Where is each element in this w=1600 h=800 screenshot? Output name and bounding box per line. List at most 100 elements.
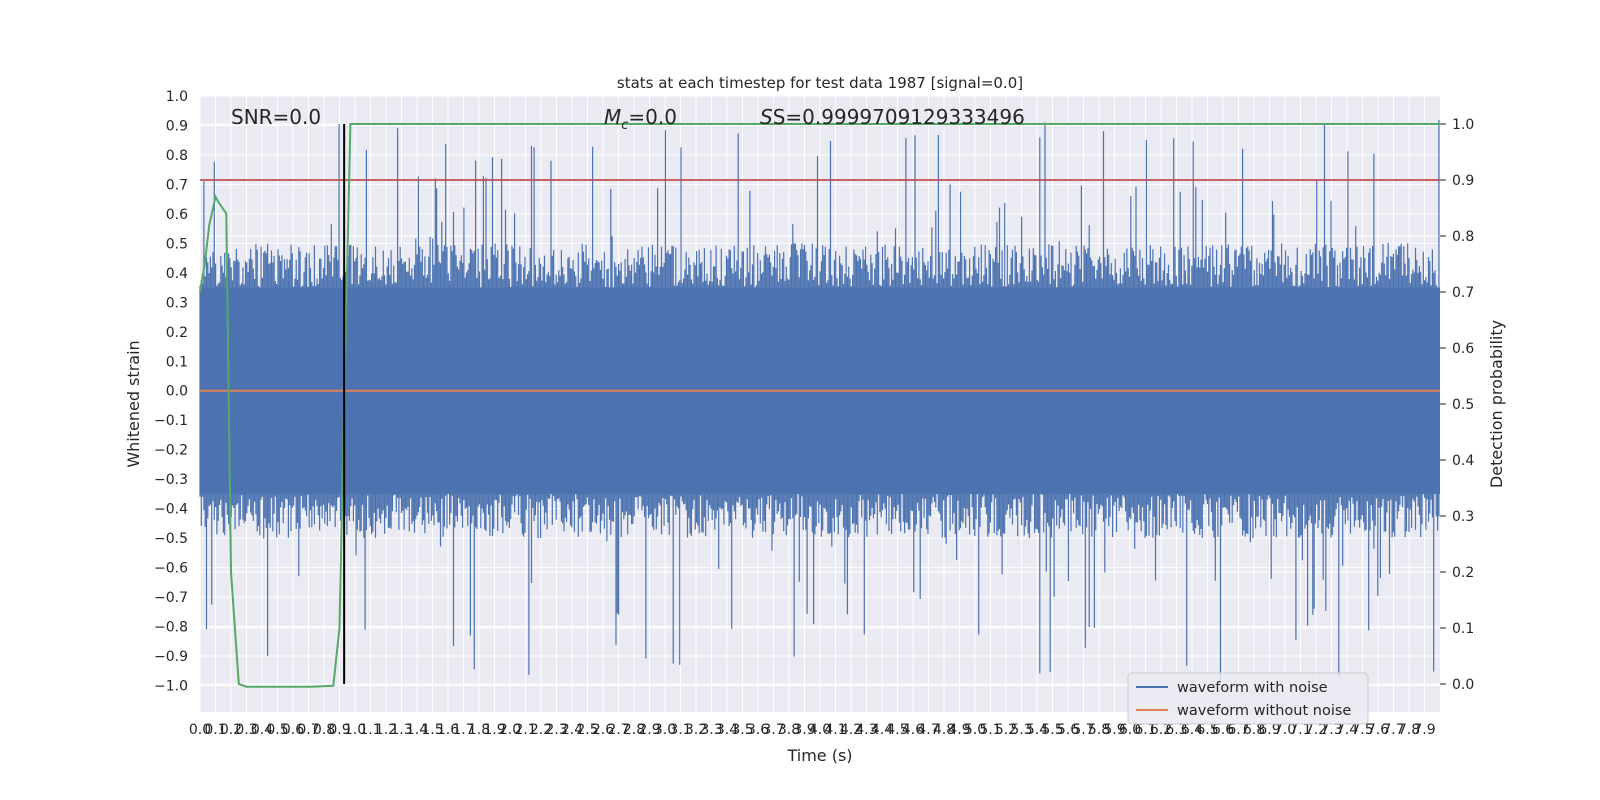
- x-tick-label: 0.5: [266, 722, 288, 738]
- y-tick-label-left: −0.4: [154, 502, 188, 518]
- x-tick-label: 2.1: [514, 722, 536, 738]
- y-tick-label-left: −0.5: [154, 531, 188, 547]
- x-tick-label: 5.8: [1088, 722, 1110, 738]
- x-tick-label: 4.3: [855, 722, 877, 738]
- x-tick-label: 3.9: [793, 722, 815, 738]
- y-tick-label-left: 1.0: [166, 89, 188, 105]
- x-tick-label: 3.2: [685, 722, 707, 738]
- y-tick-label-left: −0.9: [154, 649, 188, 665]
- y-tick-label-right: 0.6: [1452, 341, 1474, 357]
- y-tick-label-left: 0.3: [166, 295, 188, 311]
- x-tick-label: 1.6: [437, 722, 459, 738]
- legend-box: [1127, 672, 1369, 725]
- x-tick-label: 1.4: [406, 722, 428, 738]
- y-tick-label-left: −0.2: [154, 443, 188, 459]
- x-tick-label: 7.1: [1289, 722, 1311, 738]
- x-tick-label: 2.2: [530, 722, 552, 738]
- x-tick-label: 5.4: [1026, 722, 1048, 738]
- x-tick-label: 7.0: [1274, 722, 1296, 738]
- chirp-mass-annotation: Mc=0.0: [604, 105, 677, 133]
- x-tick-label: 4.9: [948, 722, 970, 738]
- y-tick-label-right: 0.1: [1452, 621, 1474, 637]
- y-tick-label-right: 0.0: [1452, 677, 1474, 693]
- y-tick-label-left: 0.5: [166, 236, 188, 252]
- x-tick-label: 4.7: [917, 722, 939, 738]
- y-tick-label-left: −0.3: [154, 472, 188, 488]
- y-tick-label-left: 0.0: [166, 384, 188, 400]
- x-tick-label: 0.7: [297, 722, 319, 738]
- y-axis-label-right: Detection probability: [1487, 320, 1506, 488]
- x-tick-label: 2.5: [576, 722, 598, 738]
- legend-label: waveform with noise: [1177, 680, 1328, 696]
- y-tick-label-right: 0.5: [1452, 397, 1474, 413]
- y-tick-label-left: −0.8: [154, 620, 188, 636]
- x-tick-label: 3.1: [669, 722, 691, 738]
- x-tick-label: 1.5: [421, 722, 443, 738]
- x-tick-label: 1.7: [452, 722, 474, 738]
- y-tick-label-right: 0.2: [1452, 565, 1474, 581]
- x-tick-label: 6.6: [1212, 722, 1234, 738]
- x-tick-label: 4.5: [886, 722, 908, 738]
- x-tick-label: 4.8: [933, 722, 955, 738]
- x-tick-label: 5.1: [979, 722, 1001, 738]
- x-tick-label: 0.8: [313, 722, 335, 738]
- y-tick-label-left: 0.1: [166, 354, 188, 370]
- x-tick-label: 5.2: [995, 722, 1017, 738]
- y-tick-label-left: 0.8: [166, 148, 188, 164]
- x-tick-label: 6.8: [1243, 722, 1265, 738]
- x-axis-label: Time (s): [786, 746, 852, 765]
- x-tick-label: 7.9: [1413, 722, 1435, 738]
- y-tick-label-left: 0.7: [166, 177, 188, 193]
- x-tick-label: 3.3: [700, 722, 722, 738]
- y-tick-label-left: 0.9: [166, 118, 188, 134]
- x-tick-label: 4.6: [902, 722, 924, 738]
- y-tick-label-left: −0.6: [154, 561, 188, 577]
- x-tick-label: 5.5: [1041, 722, 1063, 738]
- x-tick-label: 3.0: [654, 722, 676, 738]
- s-annotation: SS=0.9999709129333496: [760, 105, 1025, 129]
- x-tick-label: 3.7: [762, 722, 784, 738]
- y-tick-label-left: 0.4: [166, 266, 188, 282]
- y-tick-label-right: 0.7: [1452, 285, 1474, 301]
- x-tick-label: 6.5: [1196, 722, 1218, 738]
- y-tick-label-left: −1.0: [154, 678, 188, 694]
- x-tick-label: 1.3: [390, 722, 412, 738]
- x-tick-label: 0.0: [189, 722, 211, 738]
- x-tick-label: 2.6: [592, 722, 614, 738]
- x-tick-label: 6.4: [1181, 722, 1203, 738]
- x-tick-label: 0.2: [220, 722, 242, 738]
- x-tick-label: 7.7: [1382, 722, 1404, 738]
- x-tick-label: 1.2: [375, 722, 397, 738]
- x-tick-label: 0.3: [235, 722, 257, 738]
- y-tick-label-left: −0.1: [154, 413, 188, 429]
- x-tick-label: 2.3: [545, 722, 567, 738]
- y-axis-label-left: Whitened strain: [124, 340, 143, 467]
- x-tick-label: 6.0: [1119, 722, 1141, 738]
- x-tick-label: 6.2: [1150, 722, 1172, 738]
- overlays: [199, 123, 1440, 688]
- y-tick-label-left: −0.7: [154, 590, 188, 606]
- x-tick-label: 3.6: [747, 722, 769, 738]
- y-tick-label-right: 1.0: [1452, 117, 1474, 133]
- y-tick-label-right: 0.3: [1452, 509, 1474, 525]
- x-tick-label: 5.7: [1072, 722, 1094, 738]
- snr-annotation: SNR=0.0: [231, 105, 321, 129]
- x-tick-label: 7.6: [1367, 722, 1389, 738]
- x-tick-label: 1.1: [359, 722, 381, 738]
- x-tick-label: 7.3: [1320, 722, 1342, 738]
- x-tick-label: 2.4: [561, 722, 583, 738]
- x-tick-label: 6.7: [1227, 722, 1249, 738]
- x-tick-label: 0.4: [251, 722, 273, 738]
- x-tick-label: 5.0: [964, 722, 986, 738]
- detection-probability-line: [199, 123, 1440, 688]
- x-tick-label: 4.0: [809, 722, 831, 738]
- x-tick-label: 0.6: [282, 722, 304, 738]
- x-tick-label: 6.9: [1258, 722, 1280, 738]
- y-tick-label-left: 0.2: [166, 325, 188, 341]
- x-tick-label: 5.3: [1010, 722, 1032, 738]
- x-tick-label: 5.6: [1057, 722, 1079, 738]
- x-tick-label: 3.4: [716, 722, 738, 738]
- y-tick-label-right: 0.9: [1452, 173, 1474, 189]
- chart-title: stats at each timestep for test data 198…: [617, 74, 1023, 92]
